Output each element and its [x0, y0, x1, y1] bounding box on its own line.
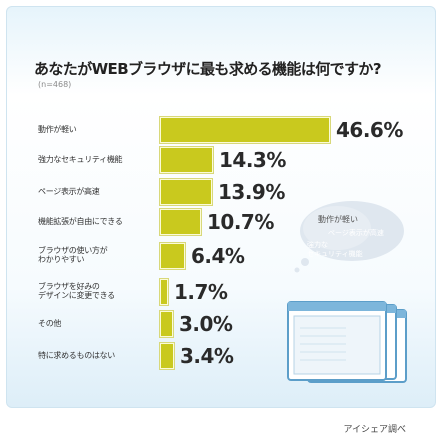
sample-size: (n=468)	[38, 80, 72, 89]
value-label: 46.6%	[336, 118, 403, 142]
bar	[160, 343, 174, 369]
bar-label: 機能拡張が自由にできる	[38, 217, 123, 226]
chart-title: あなたがWEBブラウザに最も求める機能は何ですか?	[34, 60, 382, 78]
value-label: 3.0%	[179, 312, 233, 336]
bar	[160, 147, 213, 173]
bar	[160, 279, 168, 305]
bubble-text-2: ページ表示が高速	[328, 229, 384, 237]
value-label: 13.9%	[218, 180, 285, 204]
bubble-text-3: 強力な	[307, 241, 328, 249]
bar-label: その他	[38, 319, 62, 328]
bar	[160, 243, 185, 269]
value-label: 14.3%	[219, 148, 286, 172]
bubble-text-4: セキュリティ機能	[307, 250, 363, 258]
bar-label: 特に求めるものはない	[38, 351, 115, 360]
bar-label: ブラウザの使い方が わかりやすい	[38, 246, 108, 264]
browser-illustration	[287, 301, 407, 383]
source-credit: アイシェア調べ	[343, 425, 406, 435]
bar	[160, 311, 173, 337]
value-label: 10.7%	[207, 210, 274, 234]
bar-label: ページ表示が高速	[38, 187, 100, 196]
bar-label: 強力なセキュリティ機能	[38, 155, 123, 164]
bar	[160, 117, 330, 143]
value-label: 3.4%	[180, 344, 234, 368]
bubble-text-1: 動作が軽い	[318, 215, 358, 224]
bar	[160, 179, 212, 205]
value-label: 6.4%	[191, 244, 245, 268]
bar-label: 動作が軽い	[38, 125, 77, 134]
bar-label: ブラウザを好みの デザインに変更できる	[38, 282, 115, 300]
bar	[160, 209, 201, 235]
thought-bubble	[294, 201, 404, 273]
value-label: 1.7%	[174, 280, 228, 304]
